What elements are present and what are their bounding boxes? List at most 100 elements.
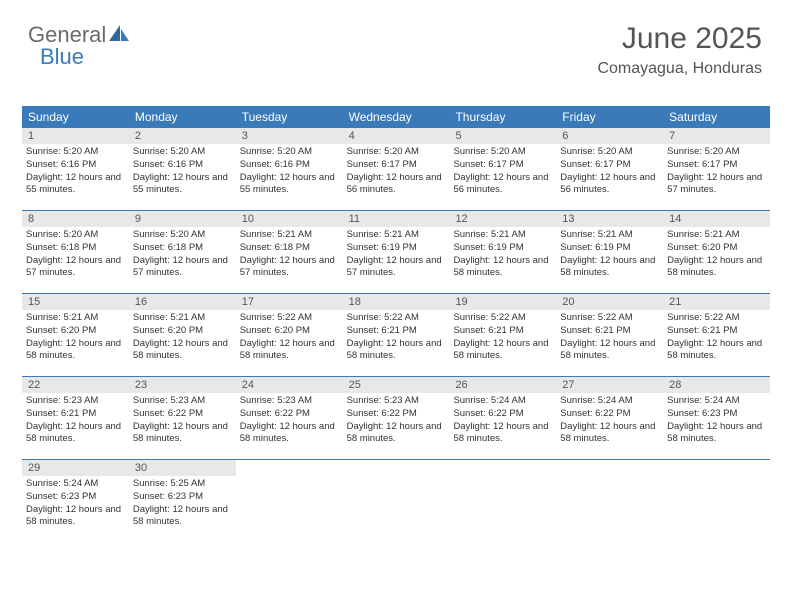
day-cell: 5Sunrise: 5:20 AMSunset: 6:17 PMDaylight… [449,128,556,210]
day-cell: 2Sunrise: 5:20 AMSunset: 6:16 PMDaylight… [129,128,236,210]
day-number: 2 [129,128,236,144]
weekday-header: Saturday [663,106,770,128]
day-cell: 3Sunrise: 5:20 AMSunset: 6:16 PMDaylight… [236,128,343,210]
day-details: Sunrise: 5:23 AMSunset: 6:21 PMDaylight:… [22,393,129,450]
day-details: Sunrise: 5:21 AMSunset: 6:19 PMDaylight:… [449,227,556,284]
day-details: Sunrise: 5:24 AMSunset: 6:23 PMDaylight:… [663,393,770,450]
day-details: Sunrise: 5:21 AMSunset: 6:18 PMDaylight:… [236,227,343,284]
day-cell: 17Sunrise: 5:22 AMSunset: 6:20 PMDayligh… [236,294,343,376]
day-cell: 19Sunrise: 5:22 AMSunset: 6:21 PMDayligh… [449,294,556,376]
day-details: Sunrise: 5:20 AMSunset: 6:18 PMDaylight:… [22,227,129,284]
day-details: Sunrise: 5:21 AMSunset: 6:20 PMDaylight:… [22,310,129,367]
day-number: 6 [556,128,663,144]
week-row: 1Sunrise: 5:20 AMSunset: 6:16 PMDaylight… [22,128,770,211]
logo-sail-icon [108,24,130,47]
day-details: Sunrise: 5:24 AMSunset: 6:23 PMDaylight:… [22,476,129,533]
day-cell: 28Sunrise: 5:24 AMSunset: 6:23 PMDayligh… [663,377,770,459]
day-details: Sunrise: 5:22 AMSunset: 6:20 PMDaylight:… [236,310,343,367]
day-number: 16 [129,294,236,310]
day-number: 13 [556,211,663,227]
day-number: 15 [22,294,129,310]
empty-cell [663,460,770,542]
day-details: Sunrise: 5:21 AMSunset: 6:20 PMDaylight:… [129,310,236,367]
day-cell: 6Sunrise: 5:20 AMSunset: 6:17 PMDaylight… [556,128,663,210]
day-details: Sunrise: 5:23 AMSunset: 6:22 PMDaylight:… [129,393,236,450]
day-cell: 18Sunrise: 5:22 AMSunset: 6:21 PMDayligh… [343,294,450,376]
day-number: 24 [236,377,343,393]
weekday-header: Sunday [22,106,129,128]
day-number: 29 [22,460,129,476]
day-details: Sunrise: 5:22 AMSunset: 6:21 PMDaylight:… [556,310,663,367]
day-details: Sunrise: 5:20 AMSunset: 6:18 PMDaylight:… [129,227,236,284]
day-number: 8 [22,211,129,227]
day-details: Sunrise: 5:23 AMSunset: 6:22 PMDaylight:… [236,393,343,450]
day-cell: 12Sunrise: 5:21 AMSunset: 6:19 PMDayligh… [449,211,556,293]
day-details: Sunrise: 5:25 AMSunset: 6:23 PMDaylight:… [129,476,236,533]
day-cell: 29Sunrise: 5:24 AMSunset: 6:23 PMDayligh… [22,460,129,542]
logo-text-blue: Blue [40,44,84,69]
day-cell: 1Sunrise: 5:20 AMSunset: 6:16 PMDaylight… [22,128,129,210]
day-number: 14 [663,211,770,227]
empty-cell [556,460,663,542]
day-number: 3 [236,128,343,144]
day-number: 9 [129,211,236,227]
day-number: 30 [129,460,236,476]
day-details: Sunrise: 5:20 AMSunset: 6:17 PMDaylight:… [449,144,556,201]
day-cell: 7Sunrise: 5:20 AMSunset: 6:17 PMDaylight… [663,128,770,210]
day-cell: 23Sunrise: 5:23 AMSunset: 6:22 PMDayligh… [129,377,236,459]
day-details: Sunrise: 5:21 AMSunset: 6:19 PMDaylight:… [556,227,663,284]
weekday-header-row: Sunday Monday Tuesday Wednesday Thursday… [22,106,770,128]
week-row: 15Sunrise: 5:21 AMSunset: 6:20 PMDayligh… [22,294,770,377]
day-number: 4 [343,128,450,144]
day-details: Sunrise: 5:20 AMSunset: 6:17 PMDaylight:… [556,144,663,201]
empty-cell [343,460,450,542]
day-details: Sunrise: 5:20 AMSunset: 6:16 PMDaylight:… [129,144,236,201]
day-details: Sunrise: 5:23 AMSunset: 6:22 PMDaylight:… [343,393,450,450]
day-cell: 11Sunrise: 5:21 AMSunset: 6:19 PMDayligh… [343,211,450,293]
day-cell: 16Sunrise: 5:21 AMSunset: 6:20 PMDayligh… [129,294,236,376]
weekday-header: Tuesday [236,106,343,128]
day-details: Sunrise: 5:20 AMSunset: 6:17 PMDaylight:… [663,144,770,201]
title-month: June 2025 [597,22,762,56]
title-location: Comayagua, Honduras [597,60,762,78]
week-row: 22Sunrise: 5:23 AMSunset: 6:21 PMDayligh… [22,377,770,460]
day-number: 28 [663,377,770,393]
day-number: 19 [449,294,556,310]
calendar: Sunday Monday Tuesday Wednesday Thursday… [22,106,770,542]
day-cell: 21Sunrise: 5:22 AMSunset: 6:21 PMDayligh… [663,294,770,376]
week-row: 8Sunrise: 5:20 AMSunset: 6:18 PMDaylight… [22,211,770,294]
empty-cell [236,460,343,542]
weekday-header: Thursday [449,106,556,128]
day-number: 12 [449,211,556,227]
day-cell: 22Sunrise: 5:23 AMSunset: 6:21 PMDayligh… [22,377,129,459]
day-number: 23 [129,377,236,393]
day-number: 18 [343,294,450,310]
day-number: 27 [556,377,663,393]
day-number: 7 [663,128,770,144]
day-cell: 27Sunrise: 5:24 AMSunset: 6:22 PMDayligh… [556,377,663,459]
day-number: 5 [449,128,556,144]
day-cell: 13Sunrise: 5:21 AMSunset: 6:19 PMDayligh… [556,211,663,293]
title-block: June 2025 Comayagua, Honduras [597,22,762,78]
day-cell: 26Sunrise: 5:24 AMSunset: 6:22 PMDayligh… [449,377,556,459]
day-cell: 20Sunrise: 5:22 AMSunset: 6:21 PMDayligh… [556,294,663,376]
day-cell: 14Sunrise: 5:21 AMSunset: 6:20 PMDayligh… [663,211,770,293]
day-number: 17 [236,294,343,310]
day-cell: 15Sunrise: 5:21 AMSunset: 6:20 PMDayligh… [22,294,129,376]
day-cell: 30Sunrise: 5:25 AMSunset: 6:23 PMDayligh… [129,460,236,542]
day-details: Sunrise: 5:20 AMSunset: 6:16 PMDaylight:… [236,144,343,201]
weekday-header: Friday [556,106,663,128]
day-cell: 25Sunrise: 5:23 AMSunset: 6:22 PMDayligh… [343,377,450,459]
day-details: Sunrise: 5:20 AMSunset: 6:16 PMDaylight:… [22,144,129,201]
day-details: Sunrise: 5:21 AMSunset: 6:19 PMDaylight:… [343,227,450,284]
day-number: 11 [343,211,450,227]
week-row: 29Sunrise: 5:24 AMSunset: 6:23 PMDayligh… [22,460,770,542]
day-number: 10 [236,211,343,227]
day-details: Sunrise: 5:24 AMSunset: 6:22 PMDaylight:… [556,393,663,450]
day-cell: 8Sunrise: 5:20 AMSunset: 6:18 PMDaylight… [22,211,129,293]
day-details: Sunrise: 5:22 AMSunset: 6:21 PMDaylight:… [449,310,556,367]
day-number: 20 [556,294,663,310]
day-cell: 9Sunrise: 5:20 AMSunset: 6:18 PMDaylight… [129,211,236,293]
day-cell: 24Sunrise: 5:23 AMSunset: 6:22 PMDayligh… [236,377,343,459]
day-number: 26 [449,377,556,393]
